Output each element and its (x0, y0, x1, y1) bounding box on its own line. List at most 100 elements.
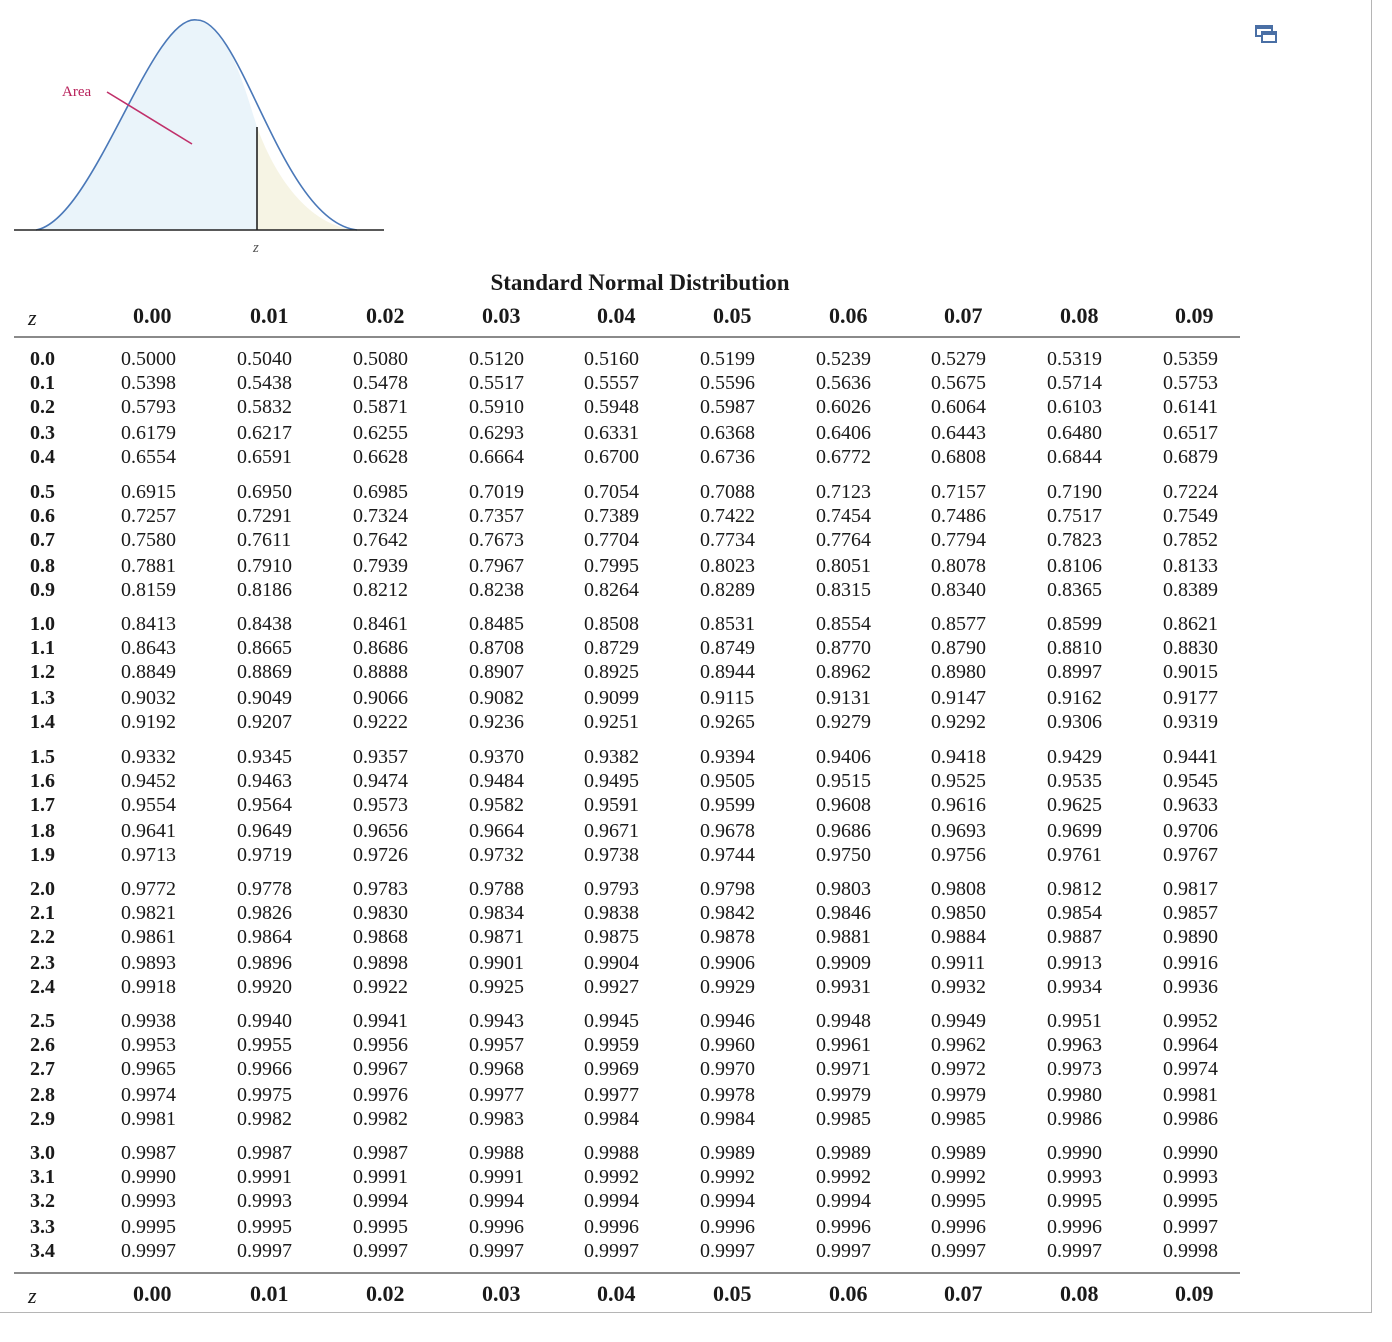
probability-cell: 0.8770 (816, 637, 871, 659)
normal-curve-diagram: Area z (14, 19, 384, 256)
probability-cell: 0.8389 (1163, 579, 1218, 601)
probability-cell: 0.9998 (1163, 1240, 1218, 1262)
frame-right-border (1371, 0, 1372, 1313)
probability-cell: 0.8944 (700, 661, 755, 683)
probability-cell: 0.9147 (931, 687, 986, 709)
probability-cell: 0.7422 (700, 505, 755, 527)
probability-cell: 0.9830 (353, 902, 408, 924)
probability-cell: 0.9931 (816, 976, 871, 998)
probability-cell: 0.9484 (469, 770, 524, 792)
probability-cell: 0.9927 (584, 976, 639, 998)
probability-cell: 0.9997 (353, 1240, 408, 1262)
probability-cell: 0.7486 (931, 505, 986, 527)
probability-cell: 0.9972 (931, 1058, 986, 1080)
probability-cell: 0.9996 (816, 1216, 871, 1238)
probability-cell: 0.8438 (237, 613, 292, 635)
probability-cell: 0.9929 (700, 976, 755, 998)
probability-cell: 0.9850 (931, 902, 986, 924)
probability-cell: 0.5948 (584, 396, 639, 418)
probability-cell: 0.9997 (1047, 1240, 1102, 1262)
z-value-cell: 0.5 (30, 481, 55, 503)
probability-cell: 0.8980 (931, 661, 986, 683)
table-row: 3.1 0.9990 0.9991 0.9991 0.9991 0.9992 0.9992 0… (0, 1165, 1300, 1189)
probability-cell: 0.9319 (1163, 711, 1218, 733)
probability-cell: 0.9616 (931, 794, 986, 816)
probability-cell: 0.9964 (1163, 1034, 1218, 1056)
probability-cell: 0.6808 (931, 446, 986, 468)
z-value-cell: 0.8 (30, 555, 55, 577)
probability-cell: 0.9988 (584, 1142, 639, 1164)
z-value-cell: 1.2 (30, 661, 55, 683)
probability-cell: 0.5239 (816, 348, 871, 370)
probability-cell: 0.7454 (816, 505, 871, 527)
probability-cell: 0.6064 (931, 396, 986, 418)
probability-cell: 0.7389 (584, 505, 639, 527)
z-value-cell: 2.8 (30, 1084, 55, 1106)
table-row: 2.3 0.9893 0.9896 0.9898 0.9901 0.9904 0.9906 0… (0, 951, 1300, 975)
probability-cell: 0.9997 (237, 1240, 292, 1262)
z-value-cell: 3.0 (30, 1142, 55, 1164)
z-value-cell: 1.7 (30, 794, 55, 816)
probability-cell: 0.9994 (353, 1190, 408, 1212)
probability-cell: 0.9793 (584, 878, 639, 900)
probability-cell: 0.6141 (1163, 396, 1218, 418)
probability-cell: 0.7910 (237, 555, 292, 577)
column-header: 0.01 (250, 303, 289, 328)
table-row: 1.5 0.9332 0.9345 0.9357 0.9370 0.9382 0.9394 0… (0, 745, 1300, 769)
probability-cell: 0.8577 (931, 613, 986, 635)
column-header: 0.01 (250, 1281, 289, 1306)
probability-cell: 0.9984 (700, 1108, 755, 1130)
probability-cell: 0.7123 (816, 481, 871, 503)
probability-cell: 0.9940 (237, 1010, 292, 1032)
probability-cell: 0.9778 (237, 878, 292, 900)
table-row: 1.6 0.9452 0.9463 0.9474 0.9484 0.9495 0.9505 0… (0, 769, 1300, 793)
z-value-cell: 3.2 (30, 1190, 55, 1212)
z-value-cell: 2.0 (30, 878, 55, 900)
probability-cell: 0.9966 (237, 1058, 292, 1080)
probability-cell: 0.8531 (700, 613, 755, 635)
table-row: 2.6 0.9953 0.9955 0.9956 0.9957 0.9959 0.9960 0… (0, 1033, 1300, 1057)
probability-cell: 0.9699 (1047, 820, 1102, 842)
probability-cell: 0.9857 (1163, 902, 1218, 924)
probability-cell: 0.9418 (931, 746, 986, 768)
probability-cell: 0.9994 (700, 1190, 755, 1212)
probability-cell: 0.9979 (816, 1084, 871, 1106)
probability-cell: 0.9953 (121, 1034, 176, 1056)
probability-cell: 0.8643 (121, 637, 176, 659)
probability-cell: 0.9744 (700, 844, 755, 866)
probability-cell: 0.5832 (237, 396, 292, 418)
z-value-cell: 1.9 (30, 844, 55, 866)
probability-cell: 0.8830 (1163, 637, 1218, 659)
probability-cell: 0.9977 (584, 1084, 639, 1106)
table-row: 0.9 0.8159 0.8186 0.8212 0.8238 0.8264 0.8289 0… (0, 578, 1300, 602)
probability-cell: 0.7088 (700, 481, 755, 503)
probability-cell: 0.9082 (469, 687, 524, 709)
probability-cell: 0.9996 (931, 1216, 986, 1238)
table-row: 0.1 0.5398 0.5438 0.5478 0.5517 0.5557 0.5596 0… (0, 371, 1300, 395)
probability-cell: 0.7357 (469, 505, 524, 527)
probability-cell: 0.9332 (121, 746, 176, 768)
probability-cell: 0.9678 (700, 820, 755, 842)
probability-cell: 0.9997 (121, 1240, 176, 1262)
probability-cell: 0.8315 (816, 579, 871, 601)
popout-icon[interactable] (1253, 23, 1279, 45)
probability-cell: 0.9975 (237, 1084, 292, 1106)
probability-cell: 0.9370 (469, 746, 524, 768)
table-row: 2.7 0.9965 0.9966 0.9967 0.9968 0.9969 0.9970 0… (0, 1057, 1300, 1081)
probability-cell: 0.6700 (584, 446, 639, 468)
probability-cell: 0.6179 (121, 422, 176, 444)
probability-cell: 0.9993 (1163, 1166, 1218, 1188)
probability-cell: 0.5000 (121, 348, 176, 370)
probability-cell: 0.7190 (1047, 481, 1102, 503)
probability-cell: 0.9986 (1047, 1108, 1102, 1130)
column-header: 0.03 (482, 1281, 521, 1306)
area-right-fill (257, 127, 357, 230)
probability-cell: 0.9842 (700, 902, 755, 924)
column-header: 0.04 (597, 303, 636, 328)
probability-cell: 0.5596 (700, 372, 755, 394)
column-header: 0.08 (1060, 1281, 1099, 1306)
z-value-cell: 1.3 (30, 687, 55, 709)
probability-cell: 0.9989 (700, 1142, 755, 1164)
table-row: 2.5 0.9938 0.9940 0.9941 0.9943 0.9945 0.9946 0… (0, 1009, 1300, 1033)
probability-cell: 0.9960 (700, 1034, 755, 1056)
